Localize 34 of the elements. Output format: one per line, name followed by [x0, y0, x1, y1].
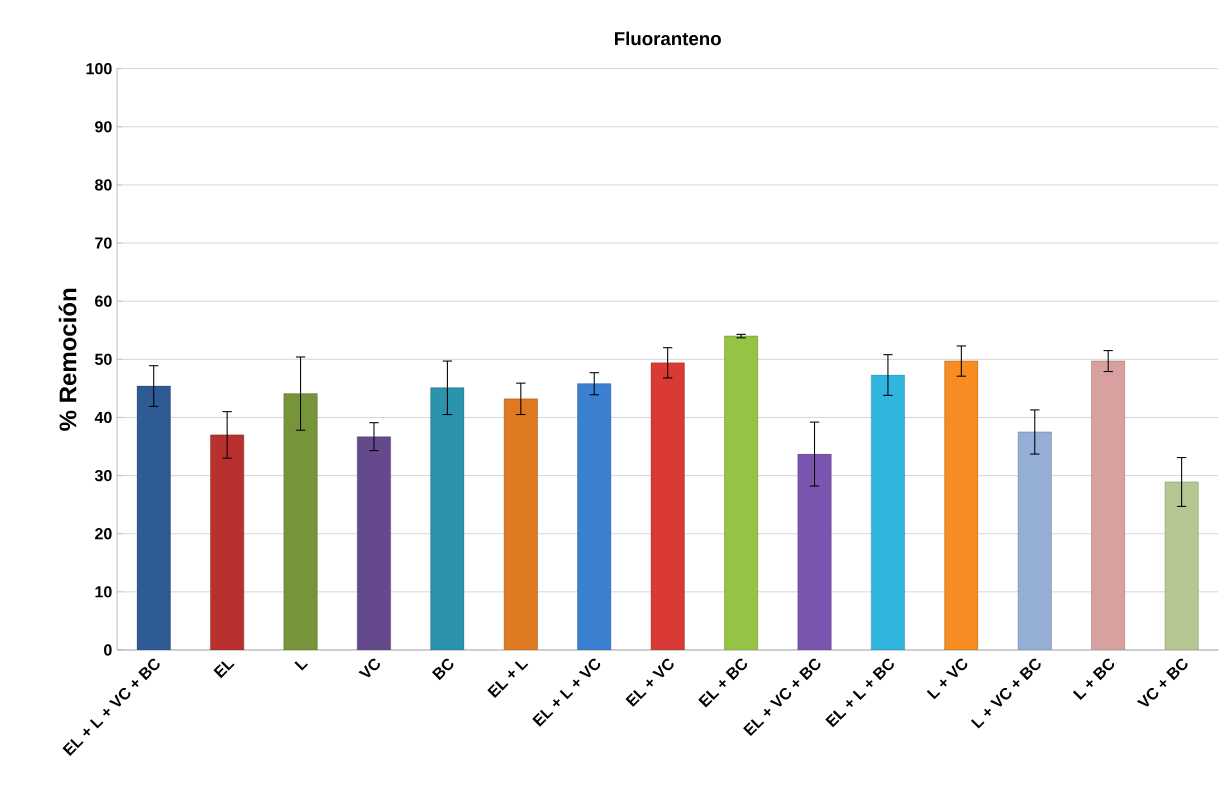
- y-tick-label: 70: [95, 237, 112, 249]
- bar: [210, 434, 245, 650]
- x-tick-label: BC: [431, 658, 454, 681]
- bar: [1091, 360, 1126, 650]
- y-tick-label: 10: [95, 586, 112, 598]
- chart-title: Fluoranteno: [615, 31, 721, 46]
- bar: [430, 387, 465, 650]
- y-tick-label: 0: [104, 644, 112, 656]
- x-tick-label: EL + L + BC: [825, 658, 894, 728]
- x-tick-label: VC + BC: [1136, 658, 1188, 707]
- x-tick-label: EL + BC: [698, 658, 747, 708]
- x-tick-label: VC: [358, 658, 380, 678]
- y-tick-label: 90: [95, 121, 112, 133]
- y-tick-label: 40: [94, 411, 112, 424]
- y-tick-label: 60: [95, 295, 112, 307]
- x-tick-label: EL + VC: [625, 658, 674, 707]
- x-tick-label: L + VC + BC: [970, 658, 1041, 729]
- y-tick-label: 100: [86, 63, 112, 75]
- bar: [1017, 431, 1052, 650]
- y-tick-label: 80: [95, 179, 112, 191]
- bar: [136, 385, 171, 650]
- x-tick-label: L + VC: [926, 658, 968, 700]
- y-tick-label: 20: [95, 528, 112, 540]
- y-tick-label: 30: [94, 469, 112, 482]
- y-tick-label: 50: [95, 353, 112, 365]
- bar: [577, 383, 612, 650]
- x-tick-label: L + BC: [1072, 658, 1115, 700]
- bar: [944, 360, 979, 650]
- x-tick-label: EL: [213, 661, 235, 679]
- x-tick-label: EL + L + VC + BC: [62, 658, 160, 756]
- y-axis-title: % Remoción: [58, 288, 77, 431]
- x-tick-label: L: [294, 661, 308, 671]
- x-tick-label: EL + L + VC: [532, 658, 601, 727]
- x-tick-label: EL + L: [487, 661, 529, 698]
